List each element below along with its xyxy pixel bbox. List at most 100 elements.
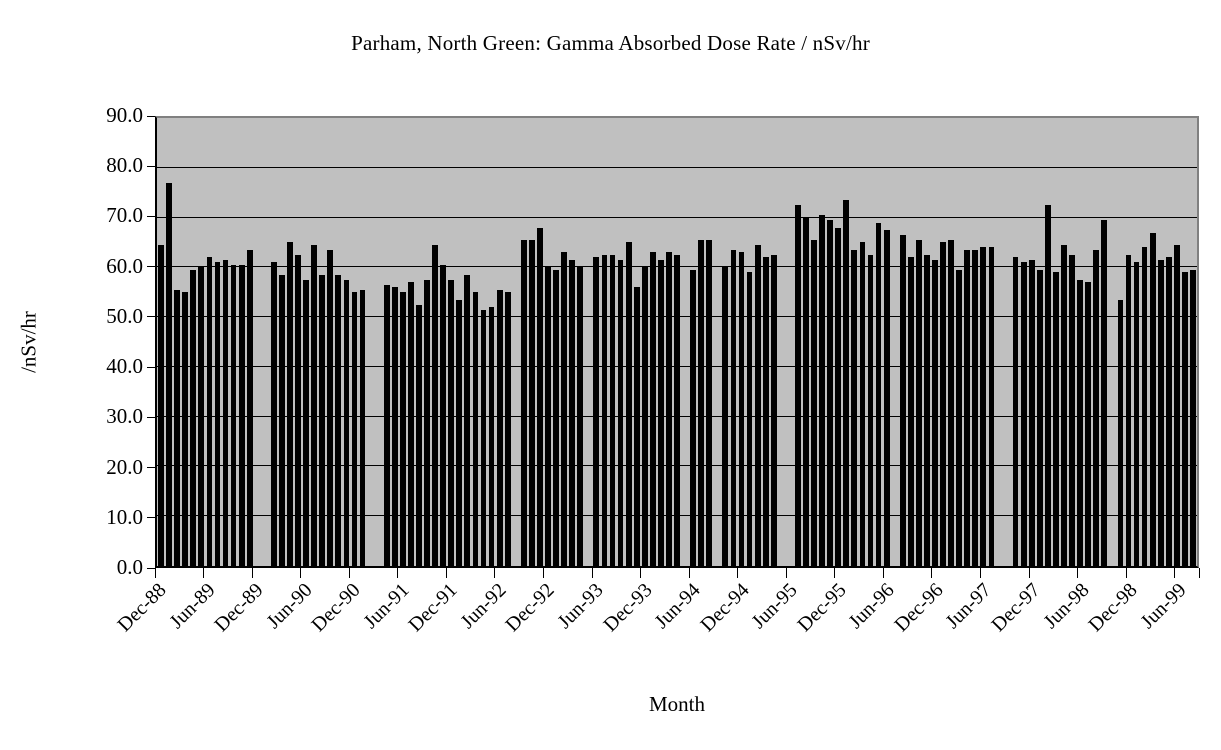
bar bbox=[1125, 254, 1132, 566]
x-tick-label: Dec-94 bbox=[696, 579, 754, 637]
x-tick-label: Dec-95 bbox=[793, 579, 851, 637]
bar bbox=[988, 247, 995, 566]
y-tick-mark bbox=[147, 316, 155, 318]
bar bbox=[1069, 254, 1075, 566]
bar bbox=[827, 220, 834, 566]
bar bbox=[1020, 262, 1027, 566]
x-tick-mark bbox=[397, 568, 399, 578]
bar bbox=[488, 307, 495, 566]
bar bbox=[472, 292, 479, 566]
x-tick-label: Jun-95 bbox=[747, 579, 802, 634]
y-tick-mark bbox=[147, 517, 155, 519]
x-tick-label: Jun-94 bbox=[650, 579, 705, 634]
bar bbox=[674, 254, 680, 566]
bar bbox=[1141, 247, 1148, 566]
x-tick-label: Jun-93 bbox=[553, 579, 608, 634]
bar bbox=[698, 239, 705, 566]
bar bbox=[940, 242, 946, 566]
x-tick-label: Dec-92 bbox=[501, 579, 560, 637]
y-tick-mark bbox=[147, 366, 155, 368]
bar bbox=[408, 282, 414, 566]
plot-area bbox=[155, 116, 1199, 568]
bar bbox=[1117, 299, 1124, 566]
bar bbox=[416, 304, 422, 566]
bar bbox=[440, 264, 447, 566]
y-tick-mark bbox=[147, 115, 155, 117]
x-tick-label: Dec-88 bbox=[113, 579, 171, 637]
bar bbox=[641, 267, 648, 566]
bar bbox=[456, 299, 463, 566]
x-tick-mark bbox=[251, 568, 253, 578]
x-axis-title: Month bbox=[648, 692, 705, 716]
x-tick-mark bbox=[203, 568, 205, 578]
x-tick-mark bbox=[542, 568, 544, 578]
bar bbox=[545, 267, 551, 566]
bar bbox=[238, 264, 245, 566]
bar bbox=[174, 289, 181, 566]
y-tick-labels: 90.0 80.0 70.0 60.0 50.0 40.0 30.0 20.0 10.0 0.0 bbox=[60, 103, 143, 579]
bar bbox=[1085, 282, 1092, 566]
bar bbox=[343, 279, 350, 566]
bar bbox=[875, 222, 882, 566]
bar bbox=[1044, 205, 1051, 566]
y-tick-marks bbox=[147, 115, 155, 569]
x-tick-mark bbox=[1174, 568, 1176, 578]
bar bbox=[859, 242, 866, 566]
bar bbox=[399, 292, 406, 566]
bar bbox=[166, 182, 172, 566]
bar bbox=[811, 239, 817, 566]
y-tick-label: 60.0 bbox=[106, 253, 143, 278]
bar bbox=[553, 269, 559, 566]
chart-title: Parham, North Green: Gamma Absorbed Dose… bbox=[351, 31, 870, 55]
bar bbox=[270, 262, 277, 566]
bar bbox=[899, 234, 906, 566]
x-tick-label: Jun-90 bbox=[262, 579, 317, 634]
y-tick-label: 70.0 bbox=[106, 203, 143, 228]
bar bbox=[956, 269, 963, 566]
bar bbox=[883, 230, 890, 566]
bar bbox=[948, 239, 954, 566]
bar bbox=[649, 252, 656, 566]
bar bbox=[924, 254, 930, 566]
bar bbox=[803, 217, 809, 566]
bar bbox=[819, 215, 825, 566]
bar bbox=[1165, 257, 1172, 566]
bar bbox=[1028, 259, 1035, 566]
bar bbox=[561, 252, 568, 566]
bar bbox=[537, 227, 543, 566]
bar bbox=[295, 254, 301, 566]
y-tick-mark bbox=[147, 165, 155, 167]
bar bbox=[311, 244, 318, 566]
x-tick-label: Dec-97 bbox=[987, 579, 1045, 637]
bar bbox=[964, 249, 971, 566]
bar bbox=[657, 259, 664, 566]
x-tick-mark bbox=[834, 568, 836, 578]
x-tick-label: Jun-97 bbox=[941, 579, 997, 634]
bar bbox=[158, 244, 164, 566]
bar bbox=[795, 205, 801, 566]
y-tick-label: 20.0 bbox=[106, 454, 143, 479]
bar bbox=[391, 287, 398, 566]
x-tick-label: Dec-91 bbox=[404, 579, 462, 637]
bar bbox=[706, 239, 713, 566]
x-tick-label: Dec-89 bbox=[210, 579, 268, 637]
y-tick-mark bbox=[147, 416, 155, 418]
x-tick-label: Jun-96 bbox=[844, 579, 899, 634]
x-tick-mark bbox=[1077, 568, 1079, 578]
x-tick-label: Dec-96 bbox=[890, 579, 948, 637]
y-tick-label: 90.0 bbox=[106, 103, 143, 127]
bar bbox=[230, 264, 237, 566]
bar bbox=[980, 247, 987, 566]
y-axis-title-text: /nSv/hr bbox=[16, 311, 41, 373]
bar bbox=[246, 249, 253, 566]
bar bbox=[520, 239, 527, 566]
bar bbox=[1036, 269, 1043, 566]
x-tick-mark bbox=[348, 568, 350, 578]
bar bbox=[690, 269, 697, 566]
bar bbox=[359, 289, 366, 566]
bar bbox=[593, 257, 600, 566]
bar bbox=[1053, 272, 1059, 566]
x-tick-label: Jun-89 bbox=[165, 579, 220, 634]
x-tick-label: Dec-90 bbox=[307, 579, 365, 637]
